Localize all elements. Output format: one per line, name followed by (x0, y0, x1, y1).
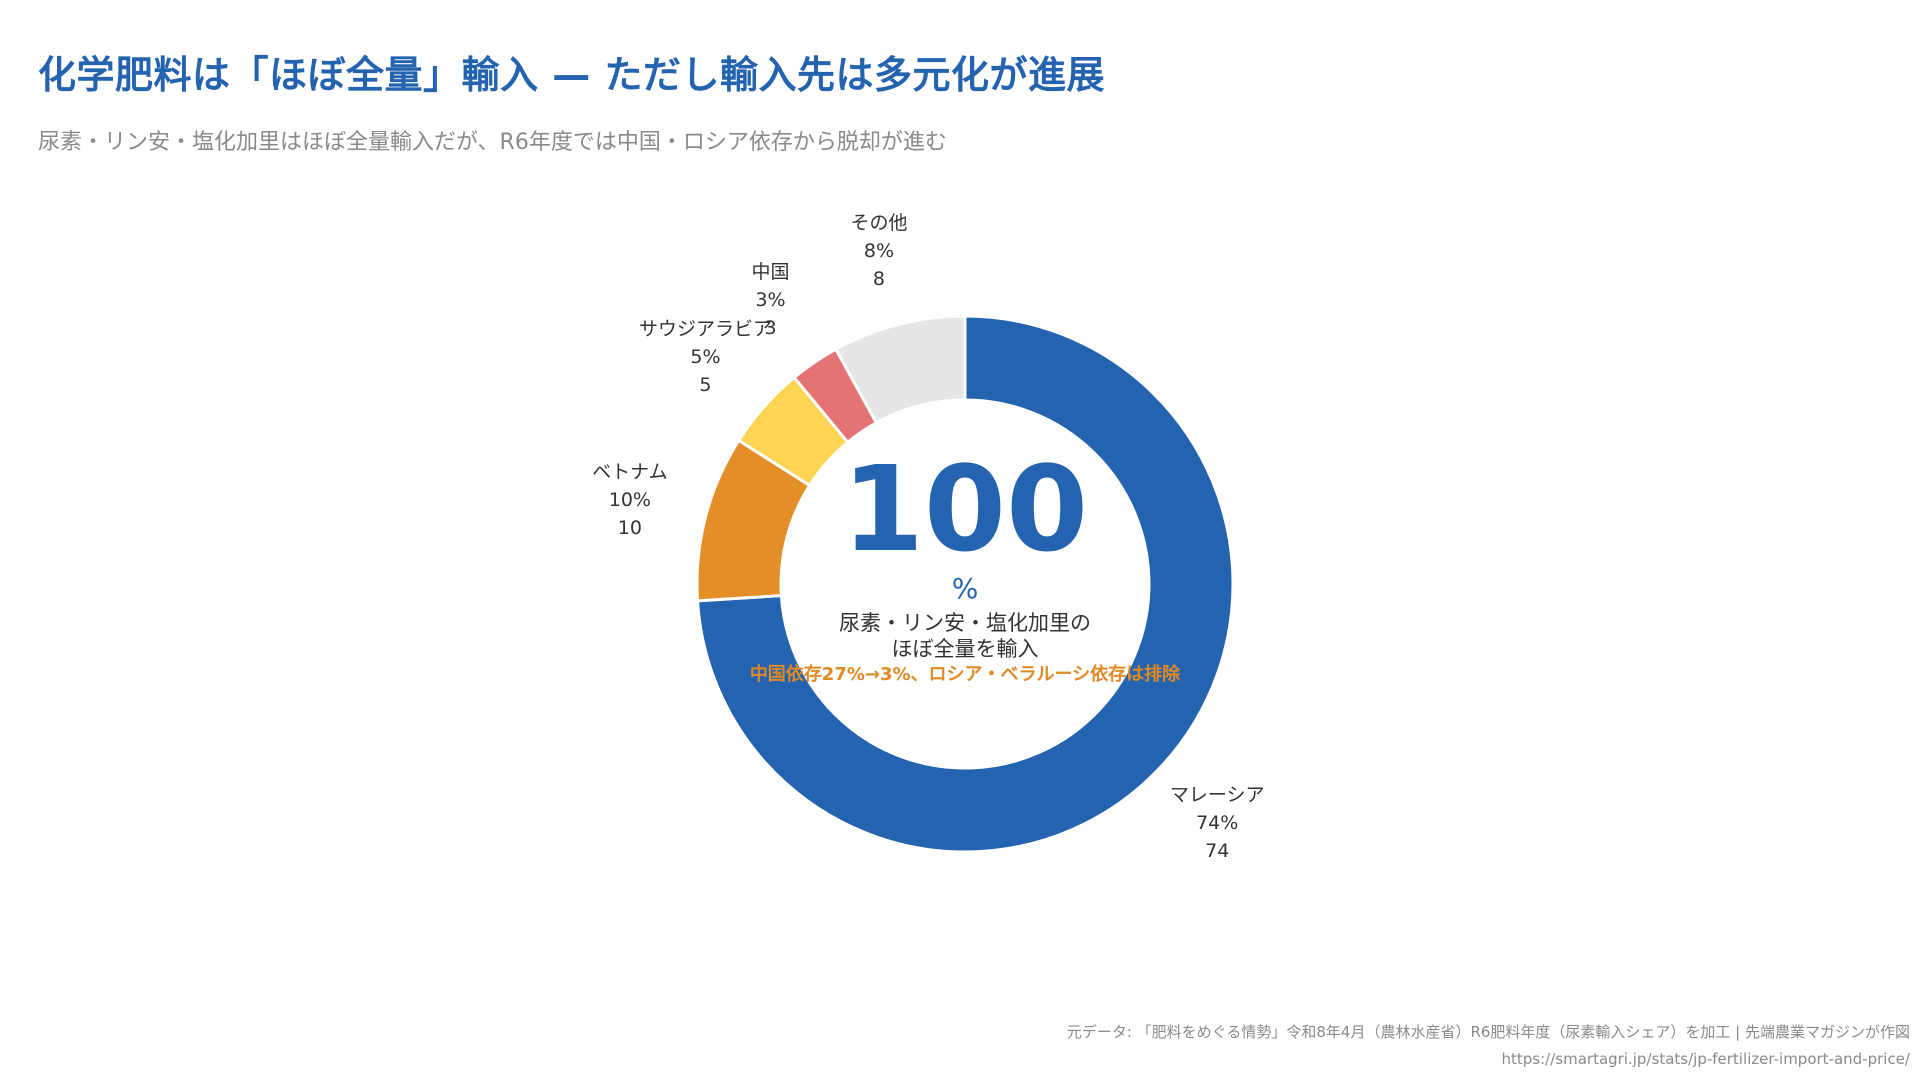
slice-label-percent-0: 74% (1196, 812, 1238, 834)
slice-label-name-4: その他 (850, 212, 907, 234)
slice-label-name-0: マレーシア (1170, 784, 1265, 806)
slice-label-name-3: 中国 (752, 261, 790, 283)
slice-label-value-3: 3 (764, 317, 776, 339)
slice-label-4: その他 8% 8 (850, 212, 907, 290)
slice-label-0: マレーシア 74% 74 (1170, 784, 1265, 862)
source-line1: 元データ: 「肥料をめぐる情勢」令和8年4月（農林水産省）R6肥料年度（尿素輸入… (1066, 1023, 1910, 1041)
slice-label-value-4: 8 (873, 268, 885, 290)
source-note: 元データ: 「肥料をめぐる情勢」令和8年4月（農林水産省）R6肥料年度（尿素輸入… (1067, 1019, 1910, 1073)
chart-title: 化学肥料は「ほぼ全量」輸入 — ただし輸入先は多元化が進展 (38, 53, 1105, 97)
center-line2: ほぼ全量を輸入 (892, 637, 1039, 661)
slice-label-3: 中国 3% 3 (752, 261, 790, 339)
center-unit: % (952, 572, 979, 605)
center-value: 100 (842, 440, 1088, 578)
slice-4 (833, 314, 967, 425)
center-line1: 尿素・リン安・塩化加里の (839, 611, 1091, 635)
slice-label-value-1: 10 (618, 517, 642, 539)
slice-labels: マレーシア 74% 74 ベトナム 10% 10 サウジアラビア 5% 5 中国 3% 3 その他 8% 8 (592, 212, 1264, 862)
donut-slices (695, 314, 1235, 854)
slice-label-1: ベトナム 10% 10 (592, 461, 667, 539)
slice-label-percent-4: 8% (864, 240, 894, 262)
center-group: 100 % 尿素・リン安・塩化加里の ほぼ全量を輸入 中国依存27%→3%、ロシ… (750, 440, 1181, 685)
center-note: 中国依存27%→3%、ロシア・ベラルーシ依存は排除 (750, 663, 1181, 685)
slice-label-percent-1: 10% (609, 489, 651, 511)
slice-label-2: サウジアラビア 5% 5 (639, 318, 772, 396)
slice-label-percent-3: 3% (755, 289, 785, 311)
source-line2: https://smartagri.jp/stats/jp-fertilizer… (1501, 1050, 1910, 1068)
slice-label-value-2: 5 (699, 374, 711, 396)
slice-label-percent-2: 5% (690, 346, 720, 368)
slice-label-name-1: ベトナム (592, 461, 667, 483)
slice-label-name-2: サウジアラビア (639, 318, 772, 340)
chart-subtitle: 尿素・リン安・塩化加里はほぼ全量輸入だが、R6年度では中国・ロシア依存から脱却が… (38, 130, 947, 155)
slice-0 (695, 314, 1235, 854)
slice-label-value-0: 74 (1205, 840, 1229, 862)
